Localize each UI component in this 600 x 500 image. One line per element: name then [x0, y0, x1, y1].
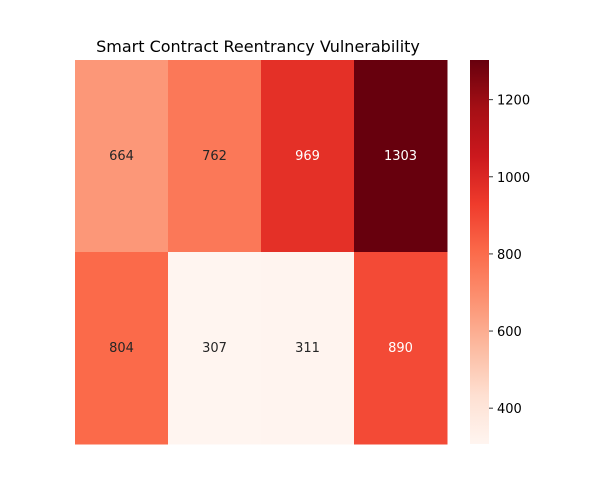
chart-title: Smart Contract Reentrancy Vulnerability [96, 37, 420, 56]
heatmap-cell-label-r1-c1: 307 [202, 341, 227, 356]
heatmap-cell-r0-c2 [261, 60, 355, 253]
heatmap-cell-label-r1-c3: 890 [388, 341, 413, 356]
colorbar-gradient [470, 60, 489, 444]
heatmap-cell-r1-c1 [168, 252, 262, 445]
heatmap-cell-label-r0-c0: 664 [109, 149, 134, 164]
heatmap-cell-r1-c0 [75, 252, 169, 445]
colorbar-tick-label-600: 600 [497, 325, 522, 340]
heatmap-cell-r0-c0 [75, 60, 169, 253]
heatmap-cell-r0-c3 [354, 60, 448, 253]
heatmap-cell-label-r0-c3: 1303 [384, 149, 417, 164]
colorbar: 400 600 800 1000 1200 [470, 60, 530, 444]
heatmap-cell-label-r1-c0: 804 [109, 341, 134, 356]
heatmap-cell-label-r0-c2: 969 [295, 149, 320, 164]
heatmap-cell-labels: 664 762 969 1303 804 307 311 890 [109, 149, 417, 356]
colorbar-tick-label-1000: 1000 [497, 171, 530, 186]
heatmap-cell-r1-c2 [261, 252, 355, 445]
heatmap-cells [75, 60, 448, 445]
heatmap-cell-r1-c3 [354, 252, 448, 445]
heatmap-cell-r0-c1 [168, 60, 262, 253]
colorbar-tick-label-800: 800 [497, 248, 522, 263]
heatmap-cell-label-r0-c1: 762 [202, 149, 227, 164]
heatmap-cell-label-r1-c2: 311 [295, 341, 320, 356]
colorbar-tick-label-400: 400 [497, 402, 522, 417]
colorbar-tick-label-1200: 1200 [497, 94, 530, 109]
